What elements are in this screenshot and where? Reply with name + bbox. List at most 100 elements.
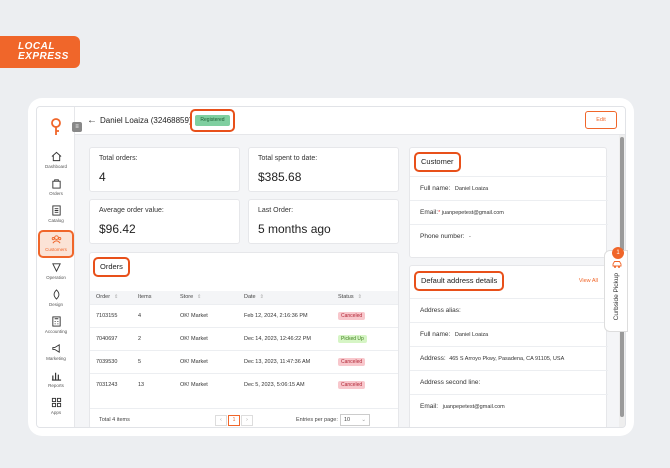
customers-icon: [51, 235, 61, 244]
screenshot-frame: Dashboard Orders Catalog Customers Opera…: [28, 98, 634, 436]
address-second-line: Address second line:: [410, 370, 608, 394]
page-header: ← Daniel Loaiza (32468859) Registered Ed…: [75, 107, 625, 135]
cell-items: 13: [132, 372, 174, 396]
col-order[interactable]: Order ⇕: [90, 291, 132, 304]
field-label: Address alias:: [420, 307, 461, 314]
cell-order: 7039530: [90, 349, 132, 373]
sidebar-item-design[interactable]: Design: [37, 289, 75, 315]
sidebar-item-label: Operation: [46, 275, 66, 280]
sidebar-item-label: Orders: [49, 191, 63, 196]
stat-last-order: Last Order: 5 months ago: [248, 199, 399, 244]
stat-label: Average order value:: [99, 207, 164, 214]
stat-value: $385.68: [258, 170, 302, 184]
operation-icon: [51, 263, 61, 273]
col-status[interactable]: Status ⇕: [332, 291, 398, 304]
back-arrow-icon[interactable]: ←: [87, 115, 97, 126]
table-row[interactable]: 7040697 2 OK! Market Dec 14, 2023, 12:46…: [90, 326, 398, 350]
sidebar-item-label: Reports: [48, 383, 64, 388]
sidebar-item-catalog[interactable]: Catalog: [37, 205, 75, 231]
brand-line-2: EXPRESS: [18, 51, 69, 62]
required-marker: *: [438, 210, 441, 216]
home-icon: [51, 151, 61, 162]
cell-status: Picked Up: [332, 326, 398, 350]
pagination: ‹ 1 ›: [215, 415, 254, 426]
status-highlight: Registered: [190, 109, 235, 132]
orders-title: Orders: [93, 257, 130, 277]
curbside-label: Curbside Pickup: [613, 273, 620, 321]
cell-date: Dec 5, 2023, 5:06:15 AM: [238, 372, 332, 396]
sidebar-item-accounting[interactable]: Accounting: [37, 316, 75, 342]
sidebar-item-operation[interactable]: Operation: [37, 262, 75, 288]
cell-store: OK! Market: [174, 303, 238, 327]
table-row[interactable]: 7031243 13 OK! Market Dec 5, 2023, 5:06:…: [90, 372, 398, 396]
bag-icon: [51, 179, 61, 189]
customer-card: Customer Full name: Daniel Loaiza Email:…: [409, 147, 608, 258]
customer-title: Customer: [414, 152, 461, 172]
status-pill: Picked Up: [338, 334, 367, 343]
chevron-down-icon: ⌄: [361, 417, 366, 423]
sidebar-item-reports[interactable]: Reports: [37, 370, 75, 396]
cell-status: Canceled: [332, 349, 398, 373]
cell-date: Feb 12, 2024, 2:16:36 PM: [238, 303, 332, 327]
field-label: Full name:: [420, 185, 451, 192]
stat-label: Total orders:: [99, 155, 138, 162]
orders-table: Order ⇕ Items Store ⇕ Date ⇕ Status ⇕ 710315…: [90, 291, 398, 396]
address-line: Address: 465 S Arroyo Pkwy, Pasadena, CA…: [410, 346, 608, 370]
sidebar-item-customers[interactable]: Customers: [38, 230, 74, 258]
app-logo-icon: [51, 118, 61, 135]
address-full-name: Full name: Daniel Loaiza: [410, 322, 608, 346]
field-label: Email:: [420, 403, 439, 410]
cell-items: 2: [132, 326, 174, 350]
sidebar-item-dashboard[interactable]: Dashboard: [37, 151, 75, 177]
field-label: Phone number:: [420, 233, 465, 240]
table-row[interactable]: 7103155 4 OK! Market Feb 12, 2024, 2:16:…: [90, 303, 398, 327]
address-card: Default address details View All Address…: [409, 265, 608, 427]
address-email: Email: juanpepetest@gmail.com: [410, 394, 608, 418]
field-value: juanpepetest@gmail.com: [442, 404, 505, 410]
page-title: Daniel Loaiza (32468859): [100, 116, 192, 125]
edit-button[interactable]: Edit: [585, 111, 617, 129]
collapse-sidebar-button[interactable]: ≡: [72, 122, 82, 132]
field-value: Daniel Loaiza: [454, 186, 489, 192]
per-page-label: Entries per page:: [296, 417, 338, 423]
sidebar-item-label: Design: [48, 302, 63, 307]
status-pill: Canceled: [338, 311, 366, 320]
prev-page-button[interactable]: ‹: [215, 415, 227, 426]
sidebar-item-label: Customers: [45, 247, 67, 252]
col-items[interactable]: Items: [132, 291, 174, 304]
chart-icon: [51, 372, 61, 381]
sidebar-item-label: Accounting: [44, 329, 68, 334]
cell-store: OK! Market: [174, 349, 238, 373]
stat-label: Total spent to date:: [258, 155, 318, 162]
customer-email: Email:* juanpepetest@gmail.com: [410, 200, 608, 224]
status-pill: Canceled: [338, 357, 366, 366]
customer-phone: Phone number: -: [410, 224, 608, 248]
next-page-button[interactable]: ›: [241, 415, 253, 426]
apps-icon: [51, 397, 61, 408]
car-icon: [612, 261, 622, 268]
sidebar-item-orders[interactable]: Orders: [37, 178, 75, 204]
field-label: Full name:: [420, 331, 451, 338]
stat-total-spent: Total spent to date: $385.68: [248, 147, 399, 192]
sidebar-item-apps[interactable]: Apps: [37, 397, 75, 423]
col-store[interactable]: Store ⇕: [174, 291, 238, 304]
stat-total-orders: Total orders: 4: [89, 147, 240, 192]
sidebar-item-marketing[interactable]: Marketing: [37, 343, 75, 369]
design-icon: [53, 289, 59, 300]
curbside-pickup-tab[interactable]: Curbside Pickup: [604, 250, 628, 332]
view-all-link[interactable]: View All: [578, 278, 598, 284]
table-header-row: Order ⇕ Items Store ⇕ Date ⇕ Status ⇕: [90, 291, 398, 304]
page-number[interactable]: 1: [228, 415, 240, 426]
per-page-select[interactable]: 10 ⌄: [340, 414, 370, 426]
field-value: -: [468, 234, 471, 240]
table-row[interactable]: 7039530 5 OK! Market Dec 13, 2023, 11:47…: [90, 349, 398, 373]
sidebar-item-label: Apps: [50, 410, 62, 415]
cell-items: 4: [132, 303, 174, 327]
customer-full-name: Full name: Daniel Loaiza: [410, 176, 608, 200]
col-date[interactable]: Date ⇕: [238, 291, 332, 304]
field-label: Address second line:: [420, 379, 481, 386]
stat-average-order: Average order value: $96.42: [89, 199, 240, 244]
catalog-icon: [51, 205, 61, 216]
stat-label: Last Order:: [258, 207, 294, 214]
per-page-value: 10: [344, 417, 351, 423]
